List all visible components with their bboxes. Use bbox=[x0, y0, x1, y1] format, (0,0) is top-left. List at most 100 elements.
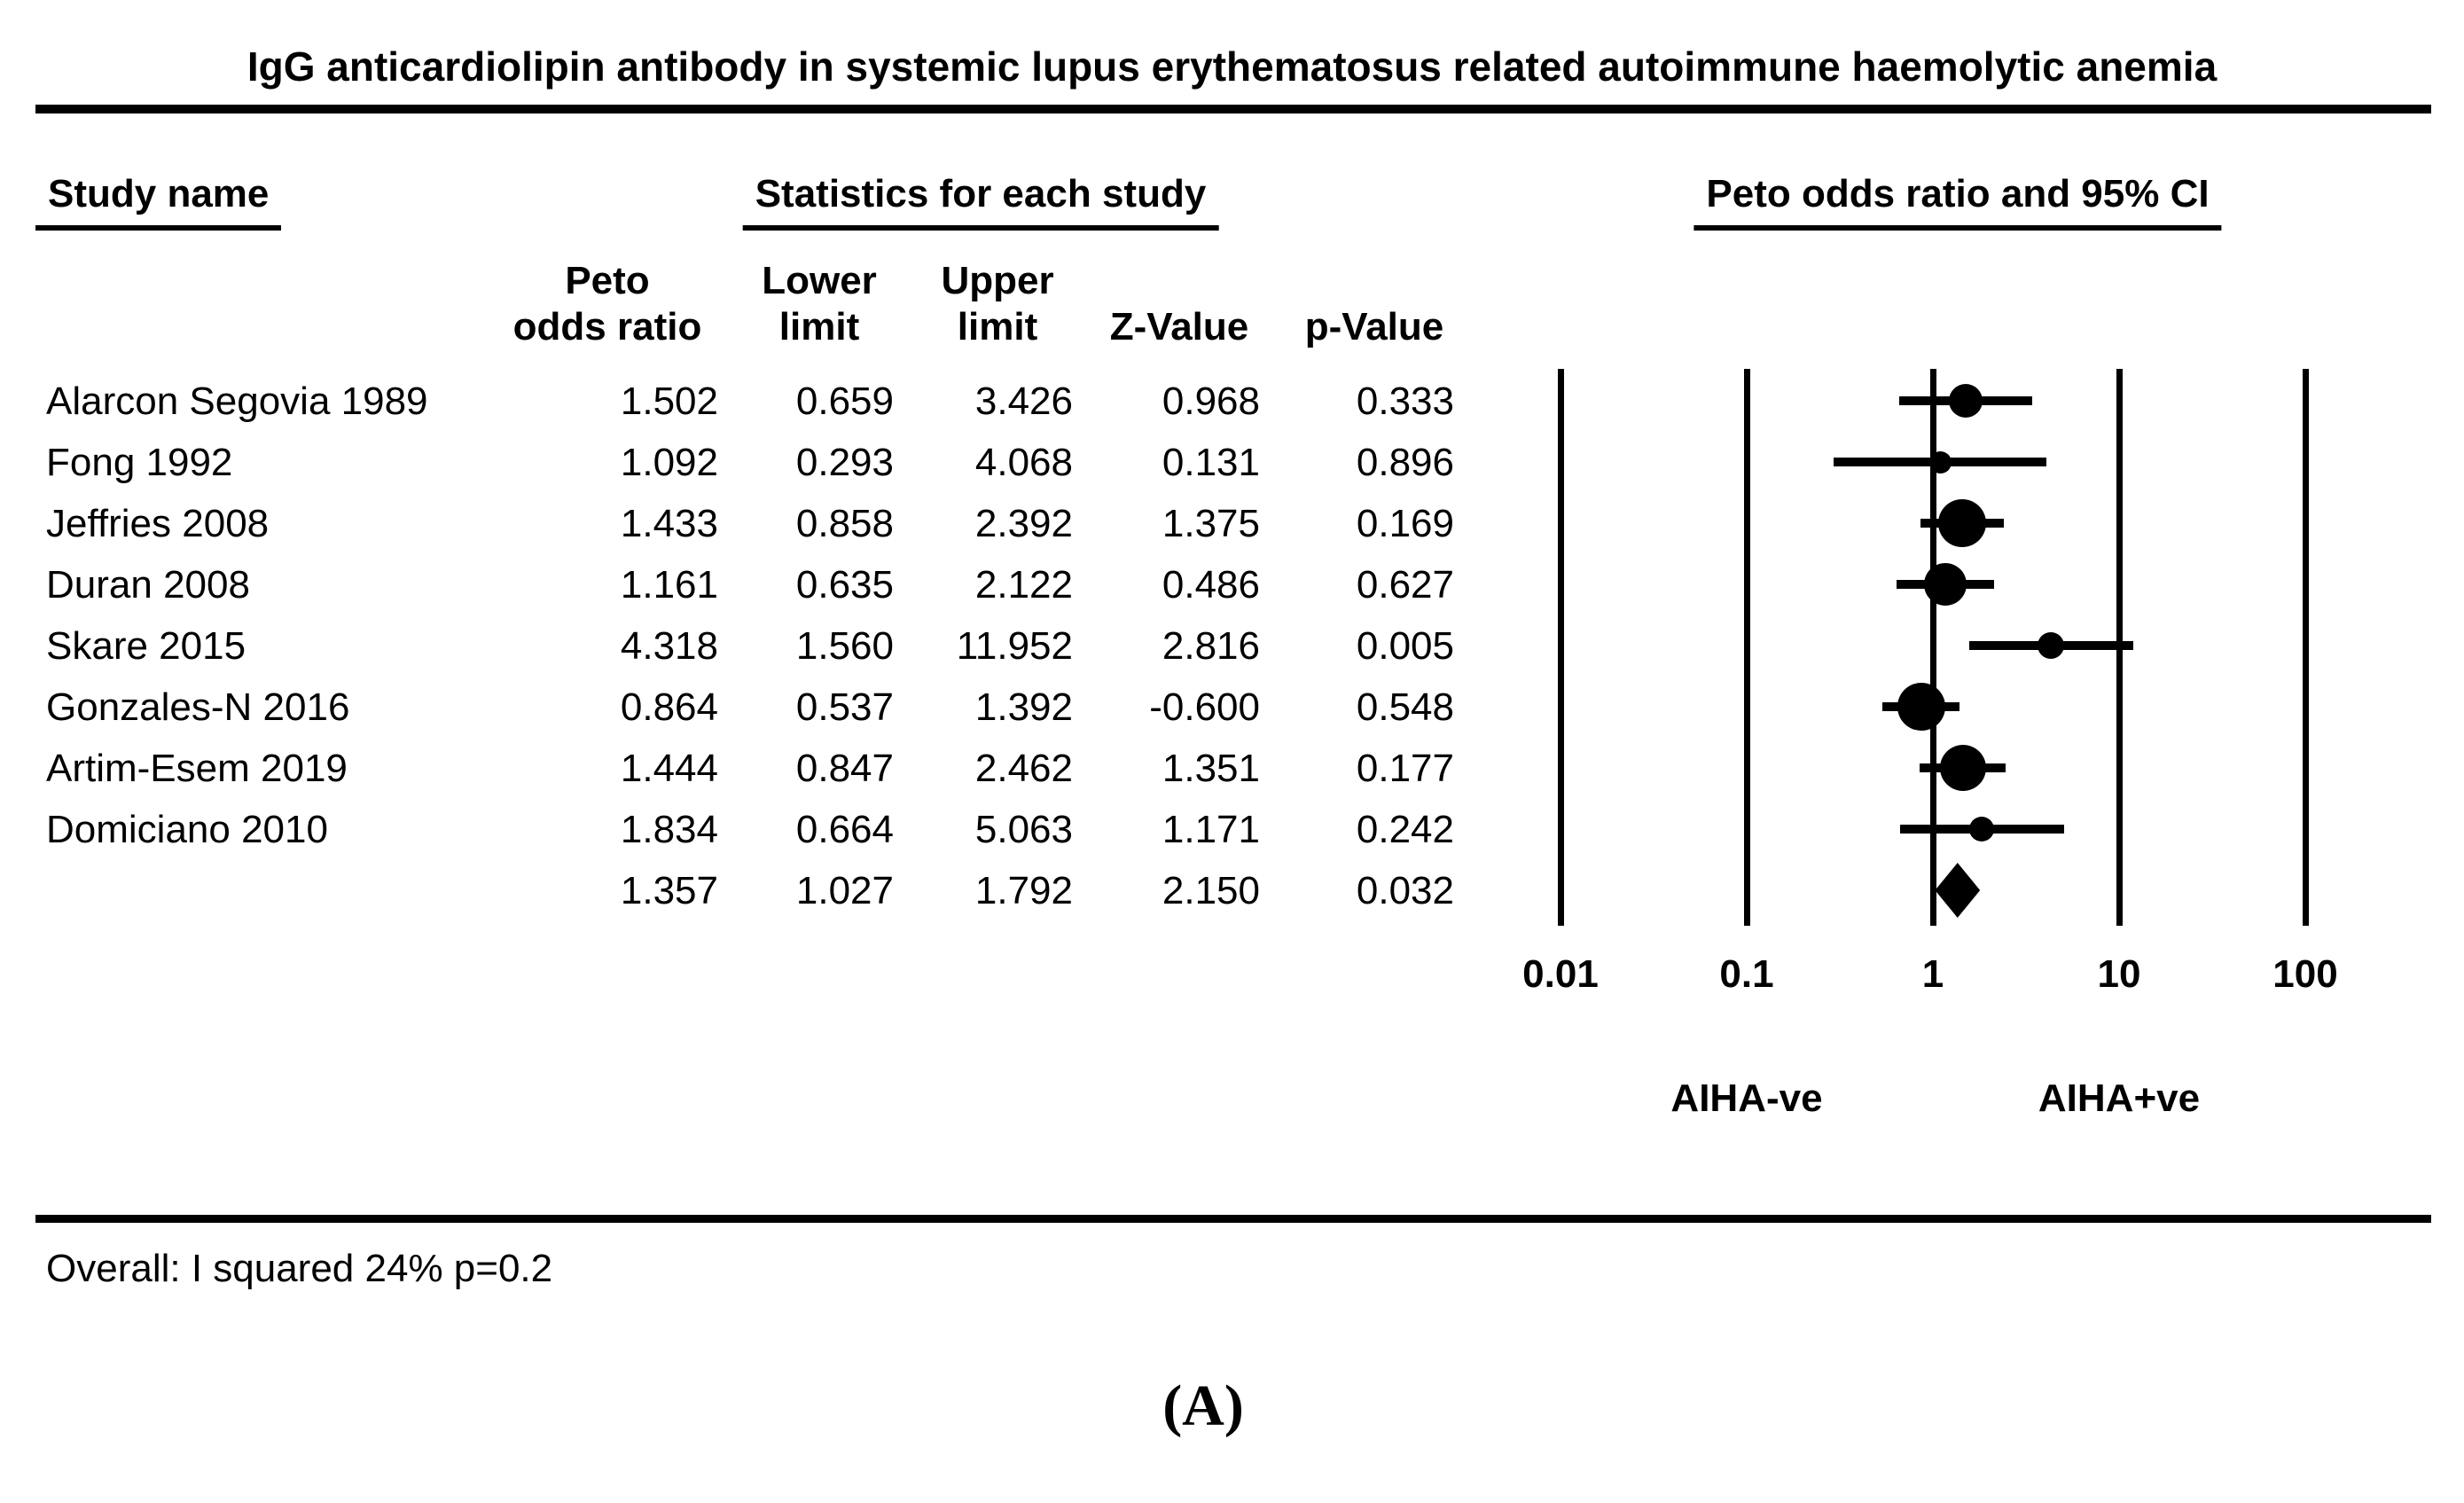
or-marker bbox=[2038, 632, 2065, 659]
study-row: 1.357 1.027 1.792 2.150 0.032 bbox=[0, 860, 2464, 921]
lower-limit-value: 0.635 bbox=[795, 562, 894, 607]
peto-odds-ratio-value: 1.357 bbox=[620, 868, 718, 912]
or-marker bbox=[1928, 450, 1952, 474]
col-header-upper-line1: Upper bbox=[941, 259, 1054, 302]
p-value: 0.177 bbox=[1356, 746, 1454, 790]
axis-line-0.01 bbox=[1557, 369, 1564, 926]
upper-limit-value: 2.122 bbox=[974, 562, 1073, 607]
upper-limit-value: 3.426 bbox=[974, 379, 1073, 423]
study-name: Duran 2008 bbox=[46, 562, 250, 607]
p-value: 0.005 bbox=[1356, 623, 1454, 668]
panel-label: (A) bbox=[1162, 1374, 1244, 1438]
z-value: -0.600 bbox=[1149, 685, 1260, 729]
lower-limit-value: 1.560 bbox=[795, 623, 894, 668]
study-row: Artim-Esem 2019 1.444 0.847 2.462 1.351 … bbox=[0, 738, 2464, 799]
peto-odds-ratio-value: 0.864 bbox=[620, 685, 718, 729]
study-name: Domiciano 2010 bbox=[46, 807, 328, 851]
study-name: Skare 2015 bbox=[46, 623, 246, 668]
upper-limit-value: 2.462 bbox=[974, 746, 1073, 790]
study-name: Alarcon Segovia 1989 bbox=[46, 379, 428, 423]
study-row: Domiciano 2010 1.834 0.664 5.063 1.171 0… bbox=[0, 799, 2464, 860]
upper-limit-value: 2.392 bbox=[974, 501, 1073, 545]
axis-line-0.1 bbox=[1743, 369, 1750, 926]
upper-limit-value: 11.952 bbox=[956, 623, 1073, 668]
peto-odds-ratio-value: 4.318 bbox=[620, 623, 718, 668]
peto-odds-ratio-value: 1.161 bbox=[620, 562, 718, 607]
col-header-peto-line1: Peto bbox=[565, 259, 650, 302]
plot-ci-header: Peto odds ratio and 95% CI bbox=[1694, 172, 2222, 231]
peto-odds-ratio-value: 1.502 bbox=[620, 379, 718, 423]
study-row: Gonzales-N 2016 0.864 0.537 1.392 -0.600… bbox=[0, 677, 2464, 738]
z-value: 0.486 bbox=[1162, 562, 1260, 607]
x-tick-label: 10 bbox=[2097, 952, 2141, 996]
upper-limit-value: 1.792 bbox=[974, 868, 1073, 912]
p-value: 0.627 bbox=[1356, 562, 1454, 607]
bottom-rule bbox=[35, 1215, 2431, 1223]
or-marker bbox=[1969, 817, 1995, 842]
lower-limit-value: 0.858 bbox=[795, 501, 894, 545]
col-header-upper-line2: limit bbox=[957, 305, 1038, 348]
col-header-lower-limit: Lower limit bbox=[762, 258, 877, 350]
z-value: 2.150 bbox=[1162, 868, 1260, 912]
col-header-peto-odds-ratio: Peto odds ratio bbox=[513, 258, 702, 350]
z-value: 0.131 bbox=[1162, 440, 1260, 484]
peto-odds-ratio-value: 1.092 bbox=[620, 440, 718, 484]
x-tick-label: 100 bbox=[2272, 952, 2338, 996]
x-tick-label: 0.1 bbox=[1719, 952, 1774, 996]
peto-odds-ratio-value: 1.444 bbox=[620, 746, 718, 790]
upper-limit-value: 5.063 bbox=[974, 807, 1073, 851]
col-header-lower-line1: Lower bbox=[762, 259, 877, 302]
lower-limit-value: 0.847 bbox=[795, 746, 894, 790]
or-marker bbox=[1939, 745, 1986, 791]
z-value: 2.816 bbox=[1162, 623, 1260, 668]
z-value: 1.375 bbox=[1162, 501, 1260, 545]
col-header-upper-limit: Upper limit bbox=[941, 258, 1053, 350]
lower-limit-value: 1.027 bbox=[795, 868, 894, 912]
col-header-lower-line2: limit bbox=[778, 305, 860, 348]
col-header-peto-line2: odds ratio bbox=[512, 305, 702, 348]
upper-limit-value: 1.392 bbox=[974, 685, 1073, 729]
left-group-label: AIHA-ve bbox=[1670, 1076, 1823, 1120]
study-row: Jeffries 2008 1.433 0.858 2.392 1.375 0.… bbox=[0, 493, 2464, 554]
study-row: Skare 2015 4.318 1.560 11.952 2.816 0.00… bbox=[0, 615, 2464, 677]
figure-title: IgG anticardiolipin antibody in systemic… bbox=[246, 43, 2218, 90]
right-group-label: AIHA+ve bbox=[2038, 1076, 2201, 1120]
top-rule bbox=[35, 105, 2431, 114]
study-row: Alarcon Segovia 1989 1.502 0.659 3.426 0… bbox=[0, 371, 2464, 432]
or-marker bbox=[1937, 499, 1986, 547]
study-name: Jeffries 2008 bbox=[46, 501, 270, 545]
axis-line-100 bbox=[2302, 369, 2309, 926]
p-value: 0.333 bbox=[1356, 379, 1454, 423]
study-row: Duran 2008 1.161 0.635 2.122 0.486 0.627 bbox=[0, 554, 2464, 615]
axis-line-1 bbox=[1929, 369, 1936, 926]
or-marker bbox=[1923, 563, 1967, 606]
upper-limit-value: 4.068 bbox=[974, 440, 1073, 484]
x-tick-label: 1 bbox=[1921, 952, 1944, 996]
statistics-header: Statistics for each study bbox=[742, 172, 1219, 231]
col-header-z-value: Z-Value bbox=[1109, 305, 1249, 348]
p-value: 0.242 bbox=[1356, 807, 1454, 851]
x-tick-label: 0.01 bbox=[1522, 952, 1599, 996]
p-value: 0.896 bbox=[1356, 440, 1454, 484]
z-value: 1.351 bbox=[1162, 746, 1260, 790]
or-marker bbox=[1897, 683, 1945, 731]
lower-limit-value: 0.293 bbox=[795, 440, 894, 484]
p-value: 0.548 bbox=[1356, 685, 1454, 729]
study-name: Gonzales-N 2016 bbox=[46, 685, 350, 729]
z-value: 1.171 bbox=[1162, 807, 1260, 851]
study-name: Fong 1992 bbox=[46, 440, 233, 484]
study-name-header: Study name bbox=[35, 172, 282, 231]
or-marker bbox=[1949, 384, 1983, 418]
study-row: Fong 1992 1.092 0.293 4.068 0.131 0.896 bbox=[0, 432, 2464, 493]
peto-odds-ratio-value: 1.834 bbox=[620, 807, 718, 851]
lower-limit-value: 0.659 bbox=[795, 379, 894, 423]
p-value: 0.169 bbox=[1356, 501, 1454, 545]
col-header-p-value: p-Value bbox=[1304, 305, 1444, 348]
p-value: 0.032 bbox=[1356, 868, 1454, 912]
heterogeneity-note: Overall: I squared 24% p=0.2 bbox=[46, 1247, 553, 1290]
lower-limit-value: 0.664 bbox=[795, 807, 894, 851]
study-name: Artim-Esem 2019 bbox=[46, 746, 348, 790]
z-value: 0.968 bbox=[1162, 379, 1260, 423]
peto-odds-ratio-value: 1.433 bbox=[620, 501, 718, 545]
